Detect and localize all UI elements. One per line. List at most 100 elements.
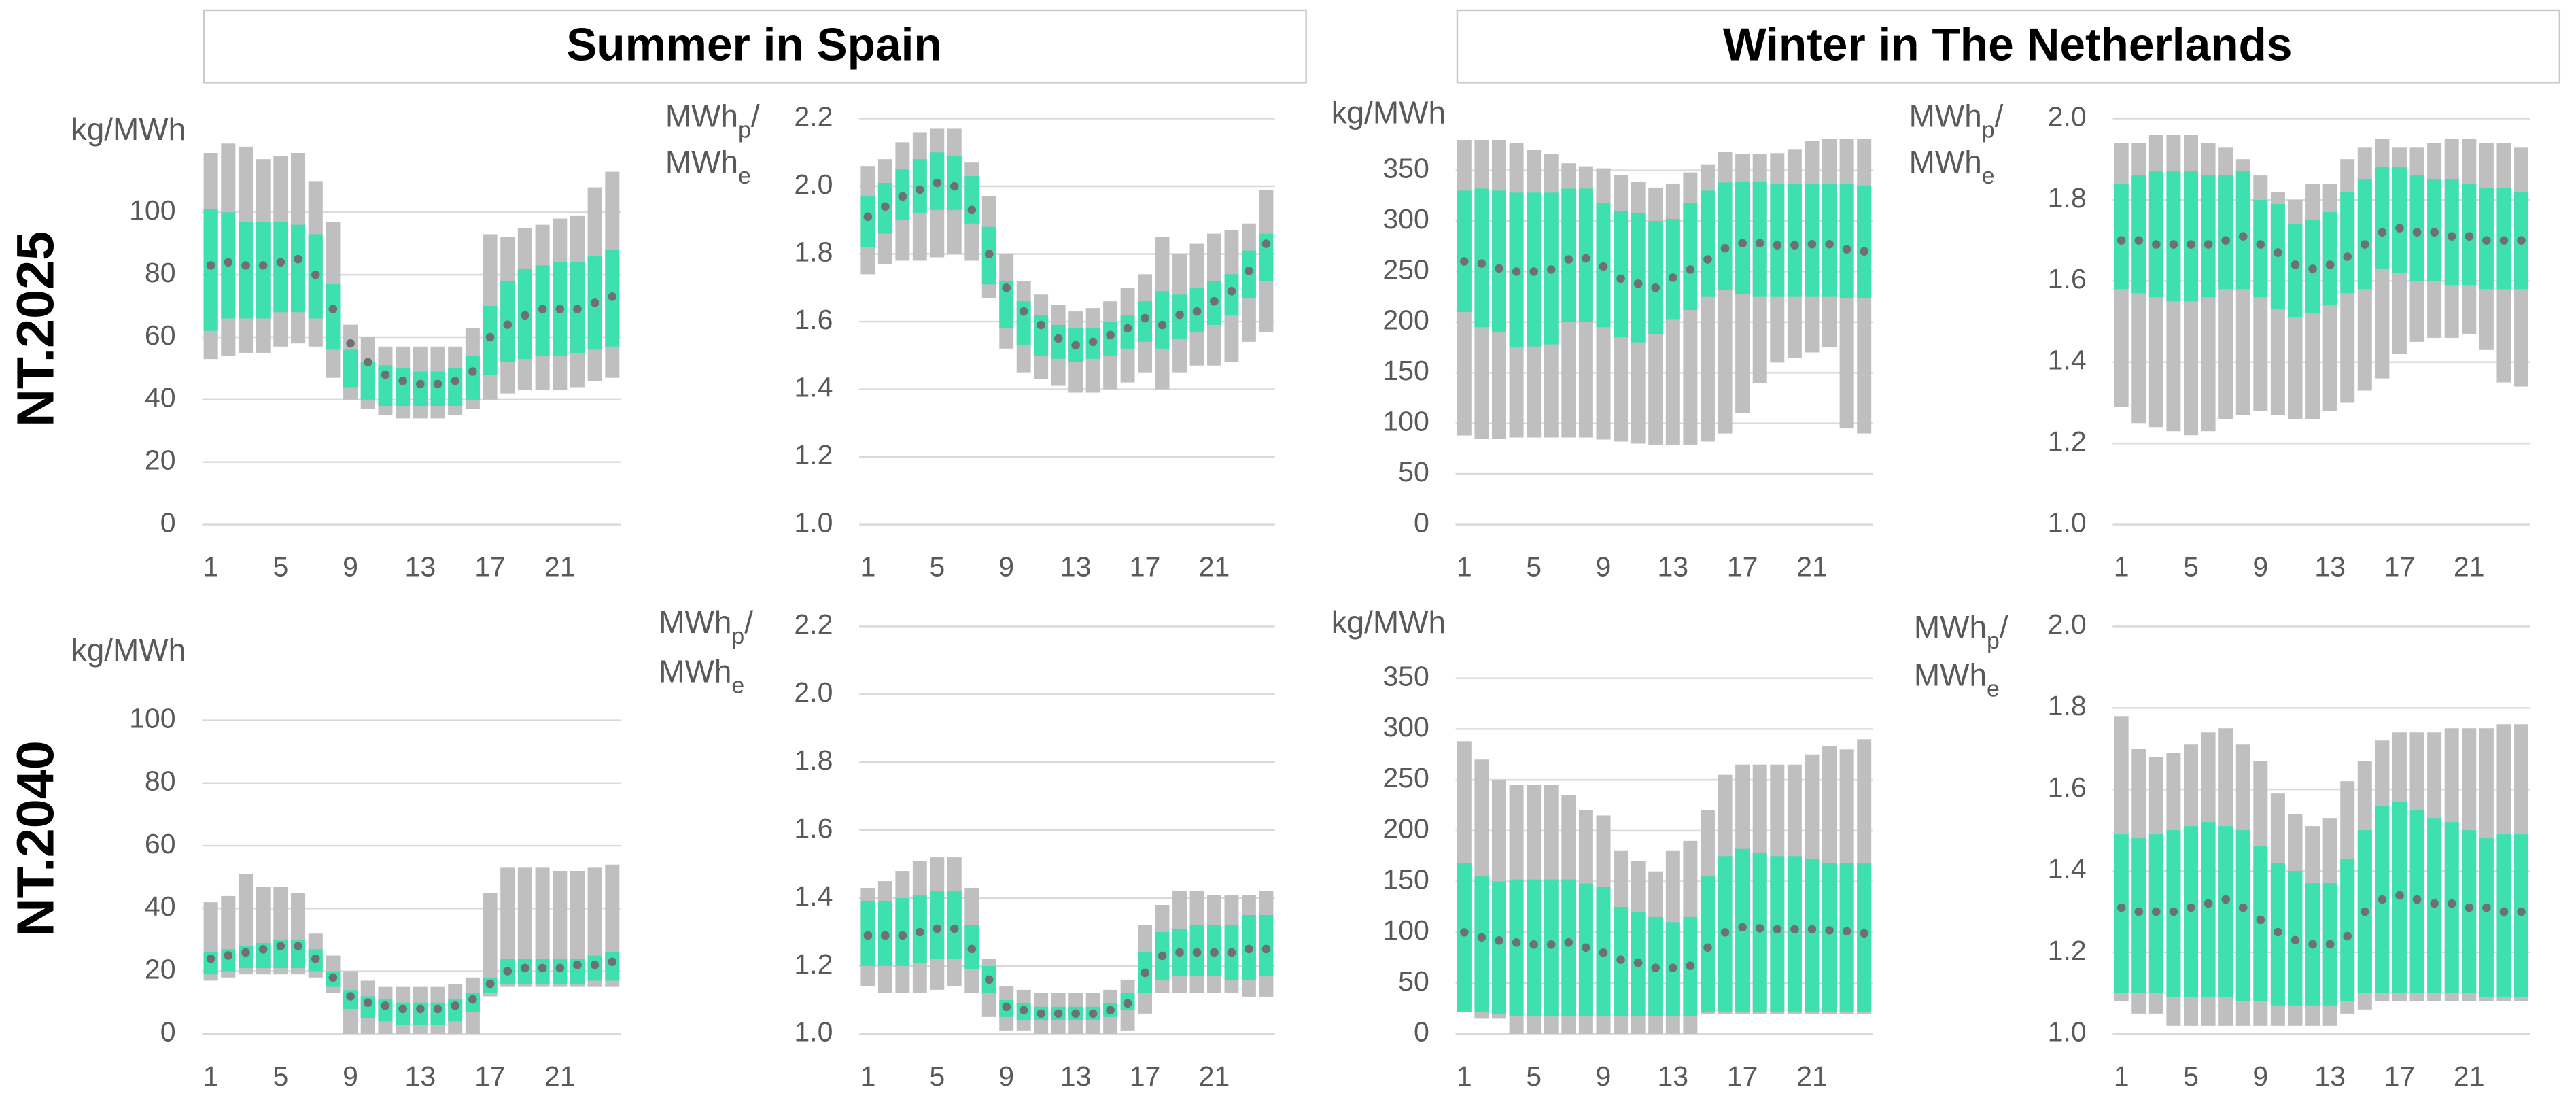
x-tick-label: 21 [1796, 551, 1828, 583]
mean-dot [1582, 254, 1590, 263]
y-axis-label: MWhp/ [665, 99, 760, 143]
row-title: NT.2025 [6, 231, 65, 427]
range-bar-inner [413, 371, 428, 407]
y-axis-label-part: / [2000, 609, 2008, 644]
mean-dot [2274, 248, 2282, 257]
mean-dot [1755, 239, 1764, 248]
x-tick-label: 21 [1199, 551, 1230, 583]
mean-dot [1790, 241, 1799, 250]
y-tick-label: 200 [1382, 305, 1429, 336]
x-tick-label: 9 [343, 1061, 358, 1092]
mean-dot [1738, 239, 1747, 248]
mean-dot [1807, 925, 1817, 934]
mean-dot [950, 182, 959, 191]
x-tick-label: 1 [860, 551, 875, 583]
mean-dot [2412, 228, 2422, 237]
range-bar-inner [1457, 190, 1472, 312]
y-axis-label-part: e [731, 672, 744, 698]
mean-dot [1807, 239, 1817, 249]
mean-dot [2238, 903, 2248, 912]
x-tick-label: 9 [2252, 551, 2268, 583]
range-bar-inner [1614, 211, 1629, 338]
x-tick-label: 21 [2454, 551, 2485, 583]
mean-dot [898, 931, 907, 940]
mean-dot [573, 961, 582, 969]
mean-dot [468, 367, 477, 376]
mean-dot [2447, 899, 2456, 908]
range-bar-inner [2184, 171, 2198, 302]
mean-dot [363, 998, 372, 1007]
mean-dot [1790, 925, 1799, 934]
mean-dot [1686, 265, 1695, 274]
mean-dot [1460, 257, 1469, 266]
y-tick-label: 1.4 [2048, 345, 2087, 376]
y-axis-label: kg/MWh [71, 632, 186, 668]
y-tick-label: 1.8 [2048, 690, 2087, 721]
range-bar-inner [1770, 183, 1785, 297]
mean-dot [1141, 313, 1149, 323]
range-bar-inner [360, 362, 375, 400]
mean-dot [311, 954, 320, 963]
range-bar-inner [2201, 175, 2216, 298]
mean-dot [1002, 283, 1011, 292]
y-tick-label: 2.2 [794, 608, 833, 640]
mean-dot [398, 1004, 407, 1014]
range-bar-inner [1561, 879, 1576, 1016]
x-tick-label: 9 [1596, 1061, 1612, 1092]
mean-dot [521, 963, 529, 973]
mean-dot [2291, 260, 2300, 269]
range-bar-inner [465, 356, 480, 400]
y-tick-label: 100 [1382, 914, 1429, 946]
mean-dot [1860, 929, 1868, 938]
mean-dot [2395, 891, 2404, 900]
mean-dot [1227, 948, 1236, 957]
y-axis-label-part: p [738, 117, 751, 143]
mean-dot [2221, 236, 2230, 245]
y-tick-label: 150 [1382, 355, 1429, 386]
x-tick-label: 21 [544, 1061, 576, 1092]
mean-dot [2430, 228, 2439, 237]
range-bar-inner [1683, 203, 1698, 310]
y-tick-label: 1.6 [794, 304, 833, 335]
y-tick-label: 1.6 [794, 812, 833, 844]
range-bar-inner [2479, 838, 2494, 997]
x-tick-label: 17 [1130, 551, 1161, 583]
mean-dot [363, 358, 372, 367]
y-axis-label-part: e [1987, 676, 2000, 702]
mean-dot [608, 292, 617, 301]
mean-dot [2465, 232, 2474, 241]
mean-dot [241, 948, 250, 957]
mean-dot [2238, 232, 2248, 241]
range-bar-inner [238, 222, 254, 319]
mean-dot [381, 370, 390, 379]
mean-dot [2499, 236, 2509, 245]
mean-dot [1088, 1009, 1098, 1018]
y-axis-label-part: MWh [1914, 609, 1987, 644]
mean-dot [1123, 324, 1132, 333]
x-tick-label: 13 [404, 551, 436, 583]
x-tick-label: 5 [929, 1061, 945, 1092]
mean-dot [916, 927, 924, 937]
mean-dot [451, 376, 459, 385]
range-bar-inner [1770, 856, 1785, 1012]
mean-dot [2482, 903, 2491, 912]
mean-dot [1616, 955, 1625, 964]
mean-dot [1210, 296, 1219, 306]
mean-dot [1842, 245, 1851, 254]
range-bar-inner [1457, 863, 1472, 1012]
mean-dot [1825, 926, 1834, 935]
y-axis-label: kg/MWh [1331, 95, 1446, 131]
x-tick-label: 1 [1457, 1061, 1472, 1092]
mean-dot [967, 205, 977, 215]
range-bar-outer [535, 867, 550, 987]
mean-dot [1123, 999, 1132, 1008]
mean-dot [2169, 240, 2178, 249]
x-tick-label: 13 [2314, 1061, 2346, 1092]
y-tick-label: 1.8 [794, 744, 833, 776]
mean-dot [1054, 1009, 1063, 1018]
mean-dot [1564, 938, 1573, 947]
mean-dot [1261, 944, 1271, 954]
range-bar-outer [570, 870, 585, 987]
x-tick-label: 17 [1727, 551, 1758, 583]
y-tick-label: 2.0 [2048, 608, 2087, 640]
